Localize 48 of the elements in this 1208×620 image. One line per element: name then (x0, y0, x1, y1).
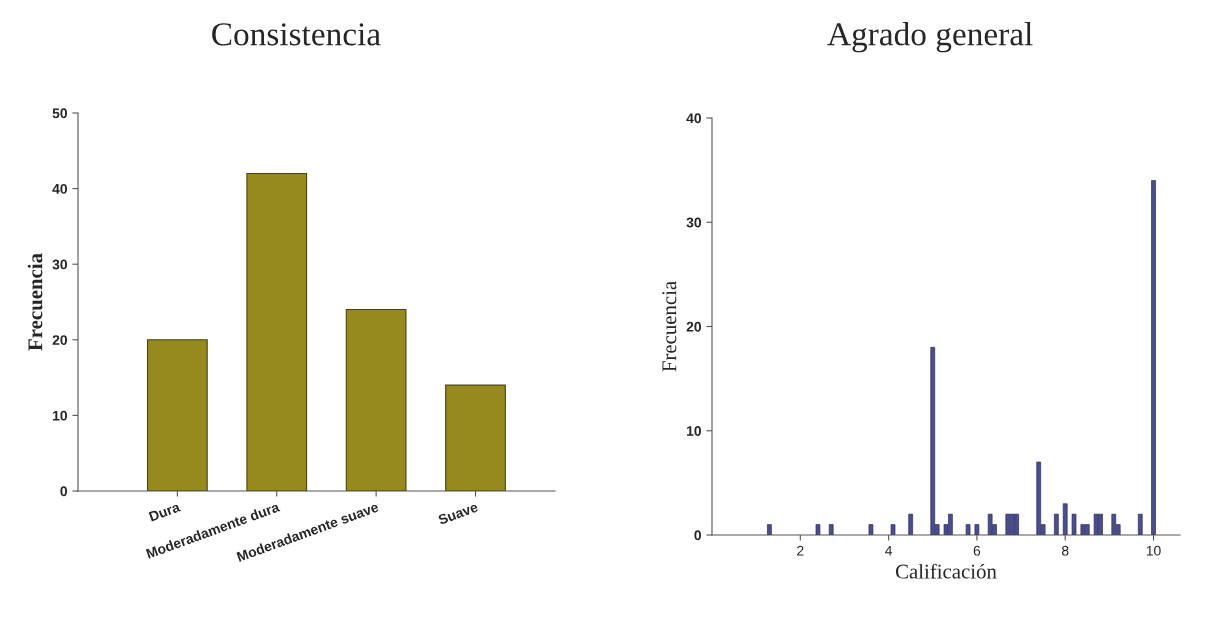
chart-title: Agrado general (827, 22, 1033, 53)
x-axis-title: Calificación (895, 563, 997, 579)
y-tick-label: 30 (52, 259, 68, 270)
bar (1084, 524, 1090, 535)
bar (815, 524, 821, 535)
bar (974, 524, 980, 535)
bar (868, 524, 874, 535)
y-axis-title: Frecuencia (27, 253, 43, 351)
bar (1054, 513, 1059, 535)
y-tick-label: 20 (686, 321, 702, 332)
bar (987, 513, 993, 535)
bar (930, 347, 936, 535)
y-tick-label: 50 (52, 108, 68, 119)
bar (1014, 513, 1019, 535)
bar (908, 513, 914, 535)
bar (1062, 503, 1068, 535)
chart-title: Consistencia (212, 23, 381, 46)
x-tick-label: 10 (1146, 545, 1161, 556)
y-tick-label: 0 (694, 530, 702, 541)
bar (147, 339, 208, 491)
y-tick-label: 0 (60, 486, 68, 497)
y-tick-label: 10 (53, 410, 68, 421)
bar (965, 524, 971, 535)
bar (1071, 513, 1077, 535)
y-tick-label: 20 (52, 335, 68, 345)
bar (828, 524, 834, 535)
bar (246, 172, 308, 491)
bar (445, 384, 506, 491)
bar (1137, 513, 1143, 535)
y-tick-label: 40 (52, 183, 68, 194)
y-tick-label: 10 (687, 426, 702, 436)
x-tick-label: Suave (437, 501, 479, 525)
bar (1151, 180, 1156, 535)
bar (1005, 513, 1011, 535)
bar (1036, 461, 1042, 535)
bar (1080, 524, 1086, 535)
y-tick-label: 30 (686, 217, 702, 228)
bar (767, 524, 772, 535)
x-tick-label: 4 (885, 545, 893, 556)
x-tick-label: 2 (797, 545, 804, 556)
bar (345, 309, 407, 491)
x-tick-label: 6 (973, 545, 981, 556)
bar (1111, 513, 1117, 535)
x-tick-label: 8 (1061, 545, 1069, 556)
bar (1093, 513, 1099, 535)
y-tick-label: 40 (686, 113, 702, 124)
bar (890, 524, 896, 535)
y-axis-title: Frecuencia (662, 281, 677, 372)
